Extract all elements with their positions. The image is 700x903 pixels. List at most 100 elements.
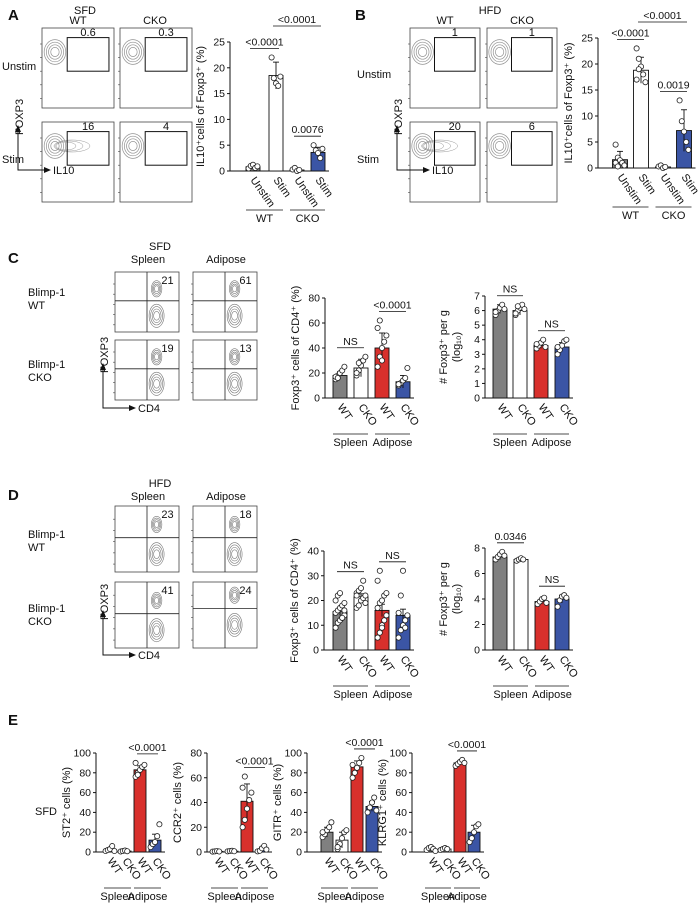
row-label-line: CKO <box>28 372 52 384</box>
x-tick-label: WT <box>495 402 515 423</box>
y-tick-label: 20 <box>190 822 202 834</box>
data-point <box>338 835 345 842</box>
data-point <box>241 773 248 780</box>
data-point <box>402 374 409 381</box>
row-label-line: WT <box>28 300 45 312</box>
contour <box>151 547 162 562</box>
x-tick-label: CKO <box>398 654 422 681</box>
contour <box>150 374 163 394</box>
data-point <box>332 624 339 631</box>
y-tick-label: 0 <box>85 847 91 859</box>
group-label: Adipose <box>532 689 572 701</box>
contour <box>54 140 84 152</box>
data-point <box>216 848 223 855</box>
data-point <box>154 833 161 840</box>
arrow-head-icon <box>394 125 400 132</box>
contour <box>228 374 241 394</box>
data-point <box>349 774 356 781</box>
arrow-head-icon <box>44 167 51 173</box>
column-header: CKO <box>510 15 534 27</box>
column-header: WT <box>436 15 453 27</box>
data-point <box>397 627 404 634</box>
contour <box>230 588 240 602</box>
x-tick-label: WT <box>335 402 355 423</box>
y-axis-label: GITR⁺ cells (%) <box>272 764 284 841</box>
axis-arrow <box>102 615 131 656</box>
data-point <box>395 634 402 641</box>
contour <box>153 595 161 606</box>
contour <box>490 41 509 63</box>
y-tick-label: 60 <box>308 318 320 330</box>
data-point <box>374 634 381 641</box>
contour <box>153 549 160 559</box>
p-value-label: NS <box>343 336 358 348</box>
p-value-label: <0.0001 <box>235 756 273 768</box>
data-point <box>263 846 270 853</box>
contour <box>151 592 163 609</box>
y-tick-label: 2 <box>474 363 480 375</box>
gate-percentage: 6 <box>529 121 535 133</box>
data-point <box>358 754 365 761</box>
contour <box>229 280 241 298</box>
x-tick-label: WT <box>377 654 397 675</box>
flow-plot <box>41 27 115 109</box>
contour <box>43 39 67 65</box>
group-label: Spleen <box>333 437 367 449</box>
data-point <box>349 761 356 768</box>
contour <box>421 139 458 153</box>
row-label: Unstim <box>357 69 391 81</box>
x-tick-label: WT <box>322 856 342 877</box>
data-point <box>132 759 139 766</box>
data-point <box>563 594 570 601</box>
contour <box>229 617 240 633</box>
contour <box>229 547 240 562</box>
p-value-label: 0.0076 <box>291 124 323 136</box>
contour <box>413 135 432 157</box>
flow-y-axis-label: FOXP3 <box>393 99 405 135</box>
gate-box <box>511 37 553 72</box>
row-label: Blimp-1 CKO <box>28 603 65 628</box>
data-point <box>343 827 350 834</box>
y-tick-label: 0 <box>314 393 320 405</box>
y-tick-label: 10 <box>213 114 225 126</box>
group-label: CKO <box>296 213 320 225</box>
data-point <box>243 805 250 812</box>
contour <box>415 44 430 60</box>
gate-box <box>434 37 476 72</box>
flow-plot <box>41 121 115 203</box>
y-tick-label: 40 <box>308 343 320 355</box>
p-value-label: <0.0001 <box>345 737 383 749</box>
group-label: Spleen <box>421 891 455 903</box>
column-header: Spleen <box>131 254 165 266</box>
contour <box>226 303 243 328</box>
gate-box <box>66 131 110 166</box>
data-point <box>676 97 683 104</box>
contour <box>126 138 140 154</box>
y-tick-label: 0 <box>219 166 225 178</box>
contour <box>153 311 160 321</box>
data-point <box>319 829 326 836</box>
diet-label: SFD <box>74 5 96 17</box>
contour <box>128 141 138 151</box>
contour <box>492 44 507 60</box>
data-point <box>554 603 561 610</box>
data-point <box>378 597 385 604</box>
data-point <box>360 577 367 584</box>
p-value-label: 0.0346 <box>494 531 526 543</box>
bar <box>133 769 147 853</box>
data-point <box>353 369 360 376</box>
data-point <box>296 166 303 173</box>
data-point <box>351 769 358 776</box>
contour <box>153 283 161 294</box>
flow-x-axis-label: CD4 <box>138 650 160 662</box>
contour <box>124 135 142 157</box>
data-point <box>326 824 333 831</box>
data-point <box>355 359 362 366</box>
data-point <box>681 128 688 135</box>
row-label: Blimp-1 WT <box>28 287 65 312</box>
contour <box>151 280 163 298</box>
x-tick-label: CKO <box>557 402 581 429</box>
data-point <box>542 343 549 350</box>
group-label: Adipose <box>532 437 572 449</box>
data-point <box>640 71 647 78</box>
